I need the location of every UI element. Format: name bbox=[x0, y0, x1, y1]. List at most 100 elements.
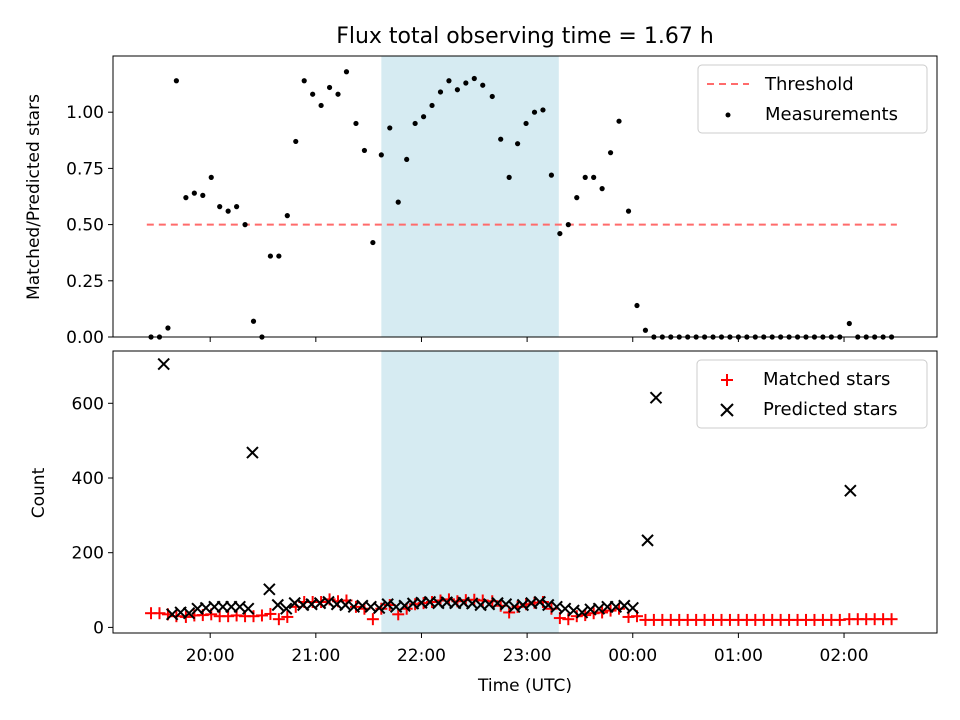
matched-star-point bbox=[885, 613, 898, 626]
measurement-point bbox=[250, 318, 257, 324]
x-axis-ticks-bottom: 20:00 21:00 22:00 23:00 00:00 01:00 02:00 bbox=[186, 633, 869, 666]
measurement-point bbox=[420, 114, 427, 120]
observing-window-shade bbox=[381, 56, 559, 337]
measurement-point bbox=[217, 204, 223, 210]
measurement-point bbox=[634, 302, 640, 309]
x-tick-label: 01:00 bbox=[714, 646, 763, 666]
x-tick-label: 22:00 bbox=[397, 646, 446, 666]
y-tick-label: 200 bbox=[72, 544, 104, 564]
axes-frame-bottom bbox=[112, 350, 938, 634]
measurement-point bbox=[489, 93, 495, 100]
x-axis-ticks-top bbox=[209, 337, 845, 342]
predicted-star-point bbox=[280, 602, 293, 615]
y-tick-label: 1.00 bbox=[66, 103, 104, 123]
measurement-point bbox=[353, 120, 359, 127]
predicted-stars-points bbox=[157, 357, 857, 621]
chart-title: Flux total observing time = 1.67 h bbox=[336, 24, 714, 49]
y-axis-label-top: Matched/Predicted stars bbox=[24, 94, 44, 300]
matched-star-point bbox=[264, 607, 277, 620]
measurement-point bbox=[531, 109, 538, 115]
measurement-point bbox=[412, 120, 418, 127]
y-axis-label-bottom: Count bbox=[29, 467, 49, 518]
measurement-point bbox=[454, 87, 460, 93]
predicted-star-point bbox=[182, 606, 196, 620]
legend-measurements-swatch bbox=[725, 112, 731, 118]
x-tick-label: 02:00 bbox=[820, 646, 869, 666]
legend-threshold-label: Threshold bbox=[764, 74, 854, 95]
predicted-star-point bbox=[649, 391, 663, 404]
measurement-point bbox=[404, 156, 410, 163]
matched-star-point bbox=[272, 613, 285, 626]
measurement-point bbox=[378, 152, 384, 158]
measurement-point bbox=[471, 75, 477, 82]
y-tick-label: 0.75 bbox=[66, 159, 104, 179]
y-tick-label: 0.00 bbox=[66, 328, 104, 348]
legend-matched-label: Matched stars bbox=[763, 369, 890, 390]
measurement-point bbox=[557, 230, 563, 237]
measurement-point bbox=[480, 82, 486, 88]
measurement-point bbox=[565, 222, 571, 228]
measurement-point bbox=[267, 253, 274, 259]
measurement-point bbox=[540, 107, 546, 113]
observing-window-shade-bottom bbox=[381, 351, 559, 633]
measurement-point bbox=[343, 69, 350, 75]
measurement-point bbox=[446, 78, 452, 84]
predicted-star-point bbox=[263, 583, 276, 596]
measurement-point bbox=[591, 174, 597, 180]
measurement-point bbox=[846, 320, 852, 327]
x-axis-label: Time (UTC) bbox=[477, 676, 572, 696]
measurement-point bbox=[191, 190, 197, 196]
legend-measurements-label: Measurements bbox=[765, 104, 898, 125]
matched-star-point bbox=[570, 610, 583, 623]
predicted-star-point bbox=[381, 598, 394, 611]
measurement-point bbox=[582, 174, 588, 180]
measurement-point bbox=[523, 120, 529, 127]
legend-bottom: Matched stars Predicted stars bbox=[696, 359, 928, 429]
x-tick-label: 00:00 bbox=[608, 646, 657, 666]
legend-matched-swatch bbox=[721, 374, 733, 386]
measurement-point bbox=[318, 102, 324, 109]
measurement-point bbox=[361, 147, 368, 154]
measurement-point bbox=[293, 138, 299, 145]
measurement-point bbox=[208, 174, 214, 180]
measurement-point bbox=[370, 239, 376, 246]
panel-flux-ratio: 0.00 0.25 0.50 0.75 1.00 Flux total observin… bbox=[24, 24, 938, 348]
measurement-point bbox=[310, 91, 316, 97]
measurement-point bbox=[599, 186, 605, 192]
legend-predicted-swatch bbox=[720, 403, 734, 417]
measurement-point bbox=[165, 325, 171, 331]
measurement-point bbox=[183, 195, 189, 201]
measurement-point bbox=[463, 80, 469, 86]
matched-star-point bbox=[255, 609, 268, 622]
measurement-point bbox=[498, 136, 504, 142]
measurement-point bbox=[625, 208, 632, 214]
predicted-star-point bbox=[626, 601, 639, 615]
y-tick-label: 0 bbox=[93, 618, 104, 638]
measurement-point bbox=[548, 172, 555, 178]
x-tick-label: 20:00 bbox=[186, 646, 235, 666]
y-tick-label: 600 bbox=[72, 394, 104, 414]
predicted-star-point bbox=[641, 534, 654, 547]
measurement-point bbox=[387, 125, 393, 131]
predicted-star-point bbox=[246, 446, 259, 459]
legend-top: Threshold Measurements bbox=[697, 64, 928, 134]
measurement-point bbox=[200, 192, 206, 198]
predicted-star-point bbox=[533, 595, 546, 609]
predicted-star-point bbox=[157, 357, 170, 371]
measurement-point bbox=[173, 78, 179, 84]
y-axis-ticks-top: 0.00 0.25 0.50 0.75 1.00 bbox=[66, 103, 113, 348]
matched-star-point bbox=[153, 607, 166, 620]
predicted-star-point bbox=[373, 601, 386, 615]
measurement-point bbox=[234, 204, 240, 210]
y-tick-label: 400 bbox=[72, 469, 104, 489]
axes-frame-top bbox=[112, 55, 938, 338]
predicted-star-point bbox=[242, 602, 255, 615]
measurement-point bbox=[395, 199, 401, 205]
measurement-point bbox=[616, 118, 622, 124]
x-tick-label: 23:00 bbox=[503, 646, 552, 666]
matched-star-point bbox=[281, 610, 294, 623]
panel-counts: 0 200 400 600 20:00 21:00 22:00 23:00 00:00 01:0… bbox=[29, 350, 938, 696]
predicted-star-point bbox=[575, 606, 589, 619]
measurement-point bbox=[506, 174, 512, 180]
